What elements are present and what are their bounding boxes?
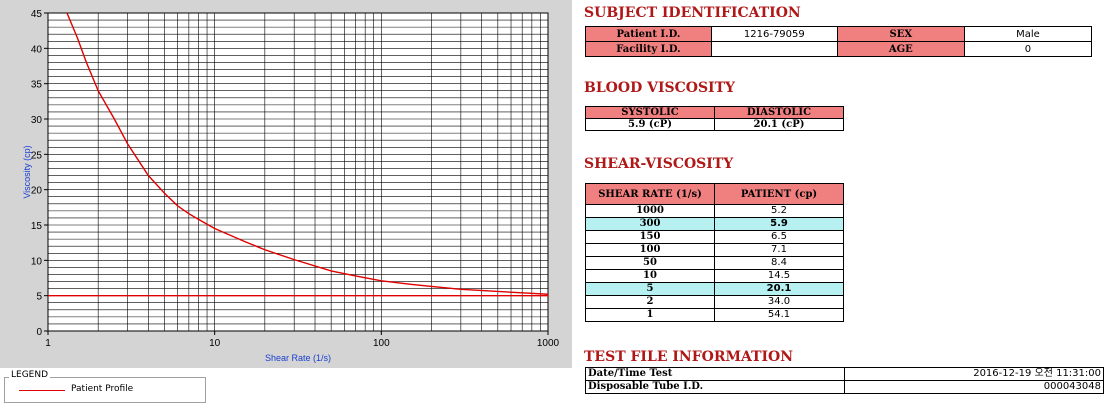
diastolic-label: DIASTOLIC <box>714 106 844 119</box>
shear-viscosity-title: SHEAR-VISCOSITY <box>584 156 734 172</box>
facility-id-label: Facility I.D. <box>585 41 712 57</box>
patient-id-value: 1216-79059 <box>710 26 838 42</box>
shear-rate-header: SHEAR RATE (1/s) <box>585 183 715 205</box>
tube-row: Disposable Tube I.D. 000043048 <box>585 380 1104 394</box>
bv-value-row: 5.9 (cP) 20.1 (cP) <box>585 118 844 131</box>
legend-swatch <box>19 390 65 391</box>
y-tick-label: 35 <box>31 80 43 91</box>
patient-cp-cell: 5.9 <box>714 217 844 231</box>
age-value: 0 <box>963 41 1093 57</box>
patient-cp-cell: 8.4 <box>714 256 844 270</box>
shear-header-row: SHEAR RATE (1/s) PATIENT (cp) <box>585 183 844 205</box>
shear-row: 150 6.5 <box>585 230 844 244</box>
x-axis-label: Shear Rate (1/s) <box>265 353 331 363</box>
test-file-title: TEST FILE INFORMATION <box>584 349 794 365</box>
legend-label: Patient Profile <box>71 384 134 394</box>
shear-rate-cell: 10 <box>585 269 715 283</box>
shear-rate-cell: 1000 <box>585 204 715 218</box>
shear-rate-cell: 2 <box>585 295 715 309</box>
shear-rate-cell: 300 <box>585 217 715 231</box>
y-tick-label: 15 <box>31 221 43 232</box>
plot-area <box>47 12 549 332</box>
y-tick-label: 30 <box>31 115 43 126</box>
shear-viscosity-table: SHEAR RATE (1/s) PATIENT (cp) 1000 5.2 300… <box>585 183 844 322</box>
datetime-row: Date/Time Test 2016-12-19 오전 11:31:00 <box>585 367 1104 381</box>
x-tick-label: 10 <box>209 338 221 349</box>
shear-body: 1000 5.2 300 5.9 150 6.5 100 7.1 50 8.4 10 14.5 5 20.… <box>585 204 844 322</box>
y-tick-label: 0 <box>36 327 42 338</box>
test-file-table: Date/Time Test 2016-12-19 오전 11:31:00 Di… <box>585 367 1104 394</box>
series-layer <box>48 12 549 297</box>
chart-panel: 1 10 100 1000 0 5 10 15 20 25 30 35 40 45 Shear Rate … <box>0 0 572 368</box>
sex-value: Male <box>963 26 1093 42</box>
x-tick-label: 100 <box>373 338 390 349</box>
shear-row: 1 54.1 <box>585 308 844 322</box>
datetime-label: Date/Time Test <box>585 367 845 381</box>
shear-row: 100 7.1 <box>585 243 844 257</box>
shear-rate-cell: 5 <box>585 282 715 296</box>
y-tick-label: 40 <box>31 44 43 55</box>
patient-cp-cell: 34.0 <box>714 295 844 309</box>
patient-cp-cell: 54.1 <box>714 308 844 322</box>
tube-value: 000043048 <box>844 380 1104 394</box>
y-tick-label: 10 <box>31 256 43 267</box>
datetime-value: 2016-12-19 오전 11:31:00 <box>844 367 1104 381</box>
patient-cp-cell: 7.1 <box>714 243 844 257</box>
y-tick-label: 45 <box>31 9 43 20</box>
shear-row: 2 34.0 <box>585 295 844 309</box>
patient-cp-cell: 20.1 <box>714 282 844 296</box>
y-tick-label: 5 <box>36 292 42 303</box>
subject-table: Patient I.D. 1216-79059 SEX Male Facilit… <box>585 26 1093 57</box>
age-label: AGE <box>836 41 965 57</box>
blood-viscosity-title: BLOOD VISCOSITY <box>584 80 736 96</box>
shear-rate-cell: 50 <box>585 256 715 270</box>
legend-box: LEGEND Patient Profile <box>4 370 206 403</box>
patient-id-label: Patient I.D. <box>585 26 712 42</box>
x-tick-label: 1 <box>45 338 51 349</box>
y-tick-label: 25 <box>31 150 43 161</box>
blood-viscosity-table: SYSTOLIC DIASTOLIC 5.9 (cP) 20.1 (cP) <box>585 106 844 131</box>
sex-label: SEX <box>836 26 965 42</box>
shear-rate-cell: 100 <box>585 243 715 257</box>
patient-cp-cell: 5.2 <box>714 204 844 218</box>
shear-row: 50 8.4 <box>585 256 844 270</box>
shear-rate-cell: 150 <box>585 230 715 244</box>
grid-layer <box>48 13 548 331</box>
subject-row-1: Patient I.D. 1216-79059 SEX Male <box>585 26 1093 42</box>
axis-layer: 1 10 100 1000 0 5 10 15 20 25 30 35 40 45 <box>31 9 560 349</box>
y-tick-label: 20 <box>31 186 43 197</box>
patient-cp-header: PATIENT (cp) <box>714 183 844 205</box>
legend-title: LEGEND <box>9 370 51 380</box>
shear-row: 1000 5.2 <box>585 204 844 218</box>
tube-label: Disposable Tube I.D. <box>585 380 845 394</box>
systolic-value: 5.9 (cP) <box>585 118 715 131</box>
y-axis-label: Viscosity (cp) <box>22 145 32 198</box>
bv-header-row: SYSTOLIC DIASTOLIC <box>585 106 844 119</box>
x-tick-label: 1000 <box>537 338 560 349</box>
shear-row: 5 20.1 <box>585 282 844 296</box>
facility-id-value <box>710 41 838 57</box>
patient-profile-line <box>66 12 549 295</box>
shear-rate-cell: 1 <box>585 308 715 322</box>
diastolic-value: 20.1 (cP) <box>714 118 844 131</box>
shear-row: 300 5.9 <box>585 217 844 231</box>
systolic-label: SYSTOLIC <box>585 106 715 119</box>
viscosity-chart: 1 10 100 1000 0 5 10 15 20 25 30 35 40 45 Shear Rate … <box>22 9 560 363</box>
subject-row-2: Facility I.D. AGE 0 <box>585 41 1093 57</box>
patient-cp-cell: 14.5 <box>714 269 844 283</box>
subject-section-title: SUBJECT IDENTIFICATION <box>584 5 801 21</box>
shear-row: 10 14.5 <box>585 269 844 283</box>
patient-cp-cell: 6.5 <box>714 230 844 244</box>
